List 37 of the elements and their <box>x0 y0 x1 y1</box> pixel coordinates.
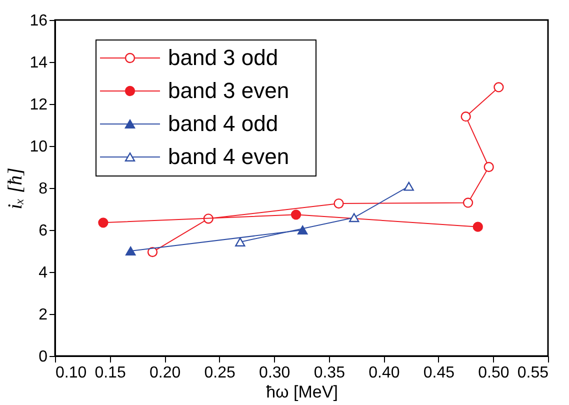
point <box>404 182 414 191</box>
point <box>349 213 360 222</box>
y-tick-label: 6 <box>38 222 48 240</box>
point <box>484 162 494 172</box>
x-tick-label: 0.45 <box>423 364 455 382</box>
y-tick-label: 4 <box>38 264 48 282</box>
x-tick-label: 0.10 <box>56 364 87 382</box>
x-tick-label: 0.25 <box>204 364 236 382</box>
point <box>494 82 504 92</box>
point <box>235 237 246 246</box>
point <box>147 246 158 258</box>
x-tick-label: 0.40 <box>368 364 400 382</box>
point <box>460 112 471 122</box>
point <box>462 198 474 208</box>
y-tick-label: 10 <box>30 138 48 156</box>
x-tick-label: 0.30 <box>259 364 290 382</box>
x-tick-label: 0.15 <box>94 364 126 382</box>
legend-label: band 4 even <box>168 144 290 169</box>
point <box>290 210 302 220</box>
y-tick-label: 2 <box>38 306 48 324</box>
y-tick-label: 0 <box>38 348 48 366</box>
x-tick-label: 0.50 <box>478 364 510 382</box>
y-tick-label: 14 <box>30 54 48 72</box>
legend-label: band 3 odd <box>168 45 278 70</box>
x-tick-label: 0.55 <box>517 364 549 382</box>
legend-label: band 3 even <box>168 78 290 103</box>
point <box>334 198 344 209</box>
y-tick-label: 16 <box>30 12 48 30</box>
x-axis-title: ħω [MeV] <box>266 382 338 402</box>
y-tick-label: 12 <box>30 96 48 114</box>
point <box>472 222 483 232</box>
x-tick-label: 0.20 <box>149 364 181 382</box>
y-axis-title: iₓ [ħ] <box>4 168 27 210</box>
x-tick-label: 0.35 <box>314 364 346 382</box>
y-tick-label: 8 <box>38 180 48 198</box>
legend-label: band 4 odd <box>168 111 278 136</box>
point <box>98 218 108 228</box>
